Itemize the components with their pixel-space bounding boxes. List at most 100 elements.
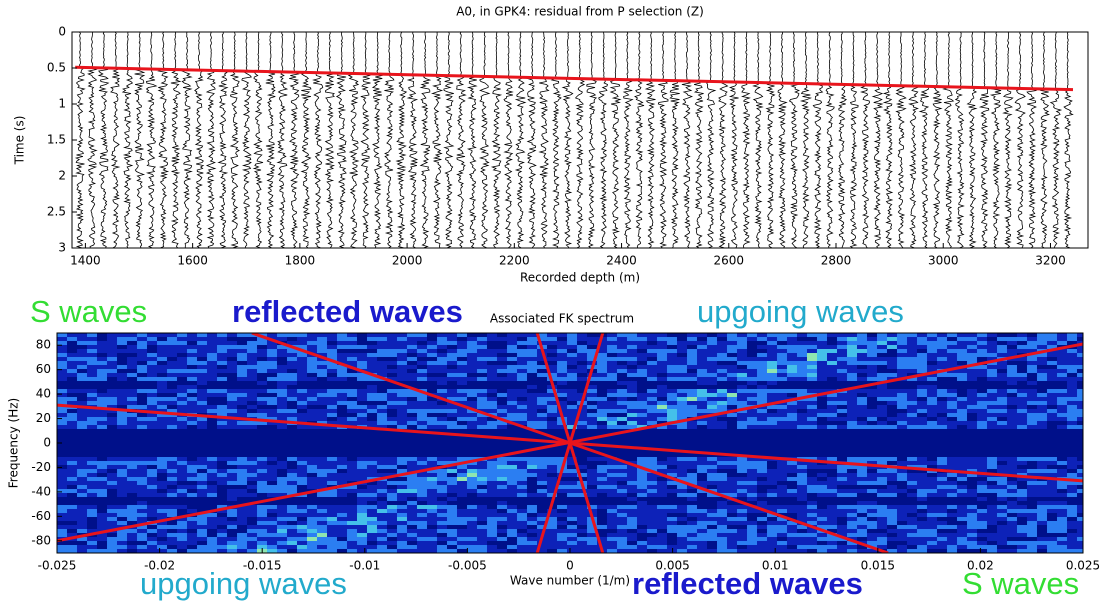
trace (728, 32, 739, 248)
annotation: reflected waves (232, 294, 463, 329)
y-tick-label: 80 (36, 338, 51, 352)
trace (347, 32, 360, 248)
y-tick-label: 2.5 (47, 205, 66, 219)
trace (586, 32, 598, 248)
trace (681, 32, 694, 248)
trace (503, 32, 514, 248)
trace (752, 32, 764, 248)
red-line (535, 333, 605, 553)
trace (1049, 32, 1063, 248)
trace (978, 32, 990, 248)
trace (598, 32, 608, 248)
y-tick-label: 0 (43, 436, 51, 450)
trace (693, 32, 704, 248)
trace (538, 32, 550, 248)
plot-area (57, 333, 1083, 553)
x-tick-label: 3000 (928, 254, 959, 268)
x-tick-label: 1400 (70, 254, 101, 268)
chart-title: Associated FK spectrum (490, 312, 634, 326)
y-tick-label: 1 (58, 97, 66, 111)
x-tick-label: -0.01 (349, 559, 380, 573)
x-tick-label: -0.005 (448, 559, 487, 573)
trace (1014, 32, 1026, 248)
trace (882, 32, 894, 248)
y-tick-label: 3 (58, 241, 66, 255)
trace (289, 32, 300, 248)
trace (799, 32, 812, 248)
trace (300, 32, 312, 248)
y-tick-label: 2 (58, 169, 66, 183)
trace (430, 32, 444, 248)
trace (180, 32, 193, 248)
trace (669, 32, 680, 248)
red-line (75, 65, 1074, 92)
x-tick-label: 0.005 (655, 559, 689, 573)
x-tick-label: -0.025 (38, 559, 77, 573)
x-tick-label: 0.025 (1066, 559, 1100, 573)
trace (478, 32, 491, 248)
trace (705, 32, 717, 248)
trace (217, 32, 229, 248)
y-tick-label: -80 (31, 533, 51, 547)
trace (837, 32, 848, 248)
x-tick-label: -0.015 (243, 559, 282, 573)
trace (871, 32, 884, 248)
trace (777, 32, 788, 248)
y-tick-label: -40 (31, 484, 51, 498)
x-tick-label: 0 (566, 559, 574, 573)
trace (1063, 32, 1074, 248)
trace (657, 32, 669, 248)
trace (741, 32, 751, 248)
trace (443, 32, 455, 248)
trace (526, 32, 537, 248)
trace (622, 32, 634, 248)
x-tick-label: 2200 (499, 254, 530, 268)
trace (550, 32, 562, 248)
x-tick-label: 0.015 (861, 559, 895, 573)
spectrum-cells (57, 333, 1083, 553)
annotation: S waves (30, 294, 147, 329)
x-tick-label: 2800 (821, 254, 852, 268)
y-tick-label: 1.5 (47, 133, 66, 147)
y-tick-label: -20 (31, 460, 51, 474)
trace (860, 32, 870, 248)
trace (895, 32, 907, 248)
trace (419, 32, 432, 248)
x-tick-label: 2400 (606, 254, 637, 268)
trace (634, 32, 645, 248)
trace (133, 32, 146, 248)
x-tick-label: 1800 (285, 254, 316, 268)
x-tick-label: 2600 (714, 254, 745, 268)
x-tick-label: 1600 (177, 254, 208, 268)
annotation: upgoing waves (697, 294, 904, 329)
trace (121, 32, 134, 248)
trace (574, 32, 586, 248)
y-tick-label: 0 (58, 25, 66, 39)
trace (1026, 32, 1037, 248)
y-tick-label: 20 (36, 411, 51, 425)
trace (918, 32, 930, 248)
annotation: S waves (962, 566, 1079, 601)
trace (788, 32, 800, 248)
trace (157, 32, 170, 248)
trace (490, 32, 503, 248)
trace (229, 32, 240, 248)
trace (312, 32, 324, 248)
trace (954, 32, 965, 248)
x-axis-label: Recorded depth (m) (520, 271, 640, 285)
trace (145, 32, 158, 248)
trace (466, 32, 478, 248)
trace (942, 32, 955, 248)
trace (276, 32, 289, 248)
trace (765, 32, 776, 248)
trace (561, 32, 574, 248)
x-tick-label: -0.02 (144, 559, 175, 573)
trace (395, 32, 408, 248)
trace (194, 32, 205, 248)
trace (609, 32, 622, 248)
y-axis-label: Time (s) (13, 116, 27, 166)
trace (335, 32, 348, 248)
trace (514, 32, 527, 248)
annotation: upgoing waves (140, 566, 347, 601)
